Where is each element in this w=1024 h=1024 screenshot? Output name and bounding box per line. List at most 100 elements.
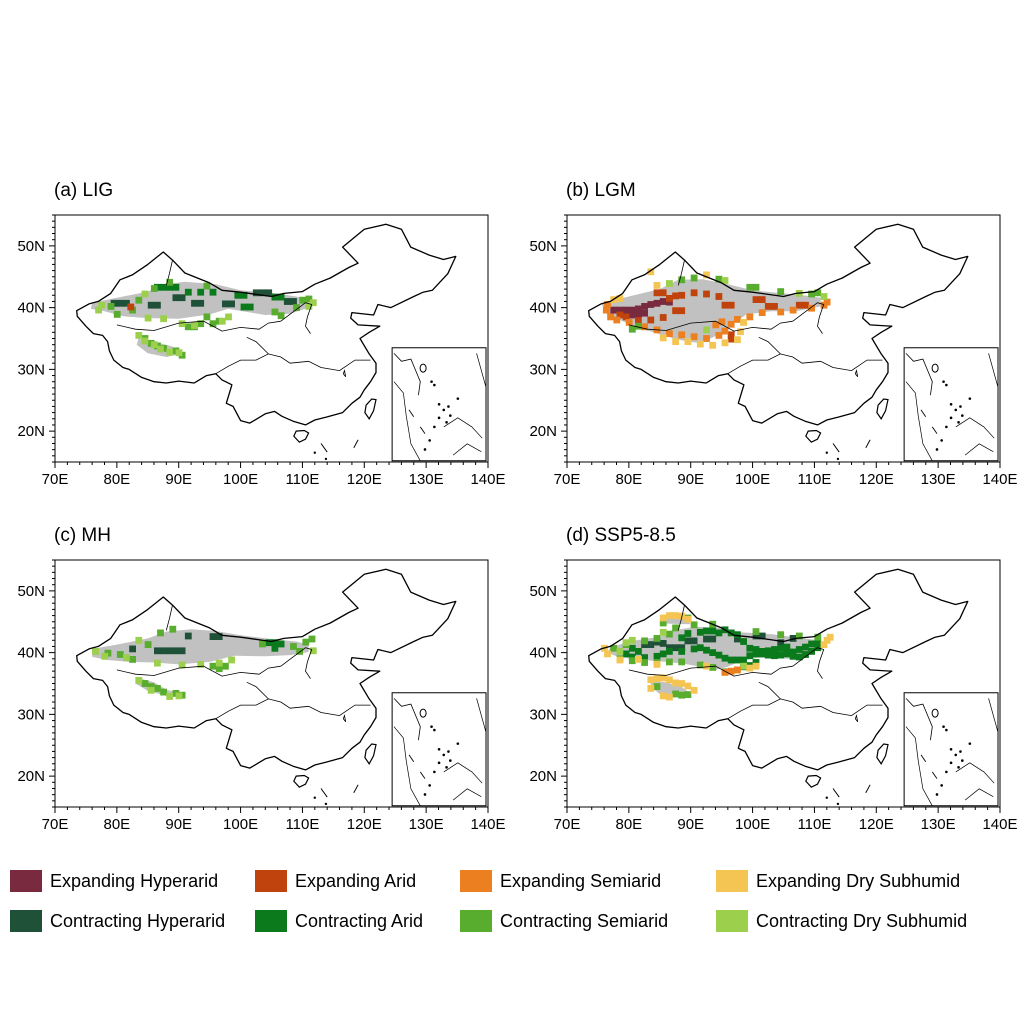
change-cell [709, 627, 717, 635]
change-cell [659, 614, 667, 622]
change-cell [147, 683, 155, 690]
change-cell [628, 657, 636, 665]
sea-boundary [320, 443, 328, 453]
lon-tick-label: 70E [554, 816, 581, 833]
island-outline [805, 429, 822, 443]
boundary-line [677, 260, 685, 286]
change-cell [271, 293, 279, 301]
inset-island-dot [961, 414, 964, 417]
change-cell [703, 627, 710, 635]
change-cell [709, 664, 717, 671]
legend-item: Expanding Semiarid [460, 869, 661, 893]
island-outline [364, 743, 377, 765]
inset-island-dot [957, 421, 960, 424]
change-cell [802, 643, 809, 651]
change-cell [709, 341, 717, 349]
change-cell [150, 285, 158, 292]
change-cell [690, 637, 698, 645]
change-cell [305, 303, 313, 310]
change-cell [154, 659, 161, 667]
change-cell [752, 662, 760, 670]
change-cell [659, 334, 667, 342]
legend-label: Expanding Arid [295, 870, 417, 891]
change-cell [727, 301, 735, 309]
change-cell [737, 328, 744, 336]
inset-coast [393, 726, 421, 806]
change-cell [771, 652, 778, 660]
change-cell [259, 289, 266, 297]
change-cell [734, 635, 741, 643]
change-cell [721, 669, 729, 676]
change-cell [641, 323, 648, 331]
change-cell [777, 644, 785, 652]
panel-lig: (a) LIG 70E 80E 90E 100E 110E 120E 130E 140E 50N… [0, 180, 505, 500]
inset-coast [988, 353, 999, 388]
island-outline [805, 774, 822, 788]
change-cell [172, 283, 180, 291]
inset-content [905, 698, 999, 806]
inset-coast [905, 381, 933, 461]
inset-island-dot [942, 725, 945, 728]
change-cell [622, 306, 630, 314]
change-cell [209, 288, 217, 296]
change-cell [141, 337, 149, 345]
change-cell [740, 638, 747, 645]
change-cell [721, 277, 729, 284]
legend-item: Contracting Semiarid [460, 909, 668, 933]
lake-outline [342, 714, 347, 723]
change-cell [191, 322, 198, 329]
change-cell [191, 299, 198, 307]
change-cell [746, 644, 754, 652]
change-cell [129, 656, 136, 663]
change-cell [777, 631, 785, 639]
inset-sea-boundary [419, 771, 426, 779]
boundary-line [116, 665, 281, 677]
island-outline [293, 429, 310, 443]
change-cell [653, 299, 661, 307]
legend-item: Expanding Arid [255, 869, 416, 893]
lon-tick-label: 130E [921, 816, 956, 833]
inset-island-dot [437, 402, 441, 406]
island-dot [333, 813, 335, 815]
inset-coast [476, 698, 487, 733]
change-cell [647, 685, 655, 692]
change-cell [709, 649, 717, 656]
change-cell [641, 637, 648, 645]
inset-island-dot [442, 753, 446, 757]
inset-island-dot [437, 747, 441, 751]
change-cell [783, 643, 791, 651]
change-cell [690, 333, 698, 341]
change-cell [783, 650, 791, 658]
map-content [588, 223, 999, 468]
change-cell [252, 289, 260, 297]
inset-island-dot [959, 405, 962, 408]
island-dot [850, 466, 852, 468]
island-dot [324, 802, 328, 806]
inset-island-dot [942, 380, 945, 383]
change-cell [678, 680, 686, 687]
change-cell [659, 289, 667, 297]
change-cell [604, 650, 611, 658]
change-cell [820, 641, 828, 648]
change-cell [672, 292, 679, 300]
legend-label: Expanding Hyperarid [50, 870, 219, 891]
change-cell [308, 635, 316, 643]
change-cell [604, 301, 611, 308]
boundary-line [628, 665, 793, 677]
inset-island-dot [935, 448, 939, 451]
change-cell [157, 345, 164, 353]
change-cell [290, 643, 297, 650]
inset-sea-boundary [419, 426, 426, 434]
change-cell [647, 301, 655, 308]
change-cell [203, 282, 211, 290]
inset-coast [393, 353, 421, 396]
change-cell [225, 313, 232, 321]
change-cell [209, 320, 217, 328]
change-cell [703, 271, 710, 279]
island-dot [850, 811, 852, 813]
inset-sea-boundary [408, 754, 415, 762]
inset-island-dot [945, 425, 948, 429]
change-cell [622, 650, 630, 658]
island-dot [338, 466, 340, 468]
island-outline [293, 774, 310, 788]
